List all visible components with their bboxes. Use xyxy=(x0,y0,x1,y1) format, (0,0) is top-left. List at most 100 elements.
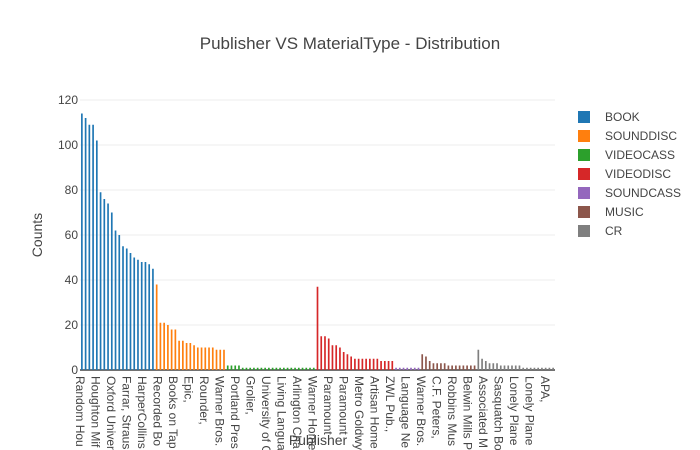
legend-item[interactable]: VIDEOCASS xyxy=(578,145,681,164)
legend-item[interactable]: MUSIC xyxy=(578,202,681,221)
bar[interactable] xyxy=(140,262,143,370)
bar[interactable] xyxy=(297,367,300,370)
legend-item[interactable]: SOUNDCASS xyxy=(578,183,681,202)
bar[interactable] xyxy=(428,361,431,370)
bar[interactable] xyxy=(249,367,252,370)
bar[interactable] xyxy=(294,367,296,370)
bar[interactable] xyxy=(238,365,240,371)
bar[interactable] xyxy=(245,367,248,370)
bar[interactable] xyxy=(514,365,517,371)
bar[interactable] xyxy=(376,358,379,370)
bar[interactable] xyxy=(133,257,136,371)
bar[interactable] xyxy=(477,349,480,370)
bar[interactable] xyxy=(159,322,162,370)
bar[interactable] xyxy=(253,367,255,370)
bar[interactable] xyxy=(391,361,394,370)
bar[interactable] xyxy=(342,352,345,370)
bar[interactable] xyxy=(462,365,465,371)
bar[interactable] xyxy=(447,365,450,371)
bar[interactable] xyxy=(335,345,338,370)
bar[interactable] xyxy=(301,367,304,370)
bar[interactable] xyxy=(182,340,184,370)
bar[interactable] xyxy=(544,367,547,370)
bar[interactable] xyxy=(324,336,326,370)
bar[interactable] xyxy=(541,367,543,370)
bar[interactable] xyxy=(499,365,502,371)
bar[interactable] xyxy=(488,363,491,370)
legend-item[interactable]: SOUNDDISC xyxy=(578,126,681,145)
bar[interactable] xyxy=(440,363,442,370)
bar[interactable] xyxy=(395,367,397,370)
bar[interactable] xyxy=(458,365,461,371)
bar[interactable] xyxy=(193,345,195,370)
bar[interactable] xyxy=(511,365,513,371)
bar[interactable] xyxy=(260,367,263,370)
bar[interactable] xyxy=(410,367,412,370)
bar[interactable] xyxy=(215,349,218,370)
bar[interactable] xyxy=(264,367,266,370)
bar[interactable] xyxy=(361,358,364,370)
bar[interactable] xyxy=(114,230,117,371)
bar[interactable] xyxy=(327,338,330,371)
bar[interactable] xyxy=(219,349,222,370)
bar[interactable] xyxy=(365,358,367,370)
bar[interactable] xyxy=(425,356,427,371)
bar[interactable] xyxy=(129,253,132,370)
bar[interactable] xyxy=(331,345,334,370)
bar[interactable] xyxy=(470,365,472,371)
bar[interactable] xyxy=(88,124,91,370)
bar[interactable] xyxy=(354,358,356,370)
bar[interactable] xyxy=(223,349,225,370)
bar[interactable] xyxy=(234,365,237,371)
bar[interactable] xyxy=(383,361,386,370)
bar[interactable] xyxy=(473,365,476,371)
bar[interactable] xyxy=(185,343,188,370)
bar[interactable] xyxy=(339,347,341,371)
bar[interactable] xyxy=(369,358,371,370)
bar[interactable] xyxy=(312,367,315,370)
legend-item[interactable]: CR xyxy=(578,221,681,240)
bar[interactable] xyxy=(529,367,532,370)
bar[interactable] xyxy=(283,367,285,370)
bar[interactable] xyxy=(170,329,173,371)
bar[interactable] xyxy=(522,367,525,370)
bar[interactable] xyxy=(256,367,259,370)
bar[interactable] xyxy=(95,140,98,371)
bar[interactable] xyxy=(402,367,405,370)
bar[interactable] xyxy=(167,325,169,370)
bar[interactable] xyxy=(118,235,121,370)
bar[interactable] xyxy=(178,340,180,370)
bar[interactable] xyxy=(279,367,281,370)
bar[interactable] xyxy=(155,284,158,371)
bar[interactable] xyxy=(346,354,349,370)
bar[interactable] xyxy=(92,124,94,370)
bar[interactable] xyxy=(417,367,420,370)
bar[interactable] xyxy=(533,367,536,370)
bar[interactable] xyxy=(421,354,424,370)
bar[interactable] xyxy=(144,262,147,370)
bar[interactable] xyxy=(189,343,192,370)
bar[interactable] xyxy=(152,268,154,370)
bar[interactable] xyxy=(481,358,483,370)
bar[interactable] xyxy=(503,365,506,371)
bar[interactable] xyxy=(174,329,177,371)
bar[interactable] xyxy=(548,367,551,370)
bar[interactable] xyxy=(443,363,446,370)
bar[interactable] xyxy=(455,365,457,371)
bar[interactable] xyxy=(398,367,401,370)
bar[interactable] xyxy=(387,361,390,370)
bar[interactable] xyxy=(107,203,109,371)
bar[interactable] xyxy=(372,358,375,370)
bar[interactable] xyxy=(208,347,210,371)
bar[interactable] xyxy=(275,367,278,370)
bar[interactable] xyxy=(226,365,229,371)
bar[interactable] xyxy=(103,199,106,370)
bar[interactable] xyxy=(436,363,439,370)
bar[interactable] xyxy=(413,367,416,370)
bar[interactable] xyxy=(537,367,540,370)
bar[interactable] xyxy=(309,367,311,370)
bar[interactable] xyxy=(122,246,124,370)
bar[interactable] xyxy=(350,356,352,371)
bar[interactable] xyxy=(241,367,244,370)
bar[interactable] xyxy=(268,367,270,370)
